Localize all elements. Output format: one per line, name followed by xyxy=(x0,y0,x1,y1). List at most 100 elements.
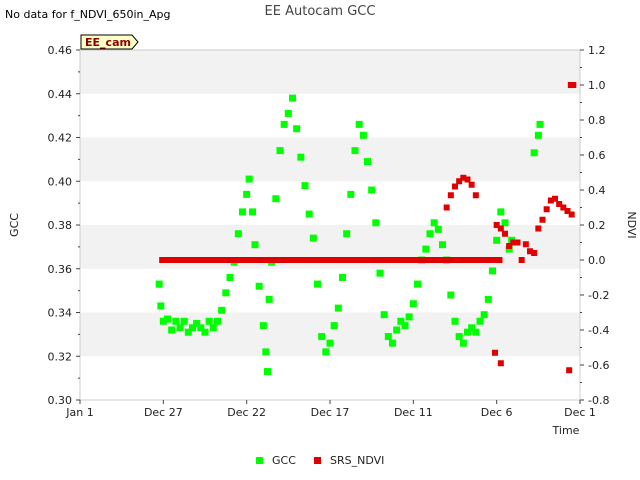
x-tick-label: Dec 22 xyxy=(227,406,266,419)
gcc-point xyxy=(251,241,259,249)
ndvi-point xyxy=(464,176,471,183)
gcc-point xyxy=(314,280,321,288)
gcc-point xyxy=(484,295,492,303)
gcc-point xyxy=(376,269,384,277)
gcc-point xyxy=(414,280,421,288)
gcc-point xyxy=(534,131,542,139)
gcc-point xyxy=(176,324,184,332)
gcc-point xyxy=(189,324,196,332)
ndvi-point xyxy=(522,241,529,248)
ndvi-point xyxy=(443,204,450,211)
gcc-point xyxy=(280,120,288,128)
y2-tick-label: -0.4 xyxy=(588,324,609,337)
grid-band xyxy=(80,137,580,182)
gcc-point xyxy=(493,236,501,244)
ndvi-point xyxy=(472,192,479,199)
gcc-point xyxy=(164,315,171,323)
gcc-point xyxy=(262,348,270,356)
gcc-point xyxy=(309,234,317,242)
gcc-point xyxy=(209,324,217,332)
grid-band xyxy=(80,50,580,94)
gcc-point xyxy=(249,208,256,216)
y2-axis-ticks: -0.8 -0.6 -0.4 -0.2 0.0 0.2 0.4 0.6 0.8 1.0 1.2 xyxy=(580,44,609,407)
y2-tick-label: -0.6 xyxy=(588,359,609,372)
x-tick-label: Jan 1 xyxy=(65,406,93,419)
badge-shape xyxy=(80,34,139,50)
legend-label-gcc: GCC xyxy=(272,454,296,467)
gcc-point xyxy=(530,149,538,157)
ndvi-point xyxy=(492,349,498,356)
gcc-point xyxy=(536,120,544,128)
gcc-point xyxy=(155,280,163,288)
gcc-point xyxy=(368,186,376,194)
gcc-point xyxy=(330,322,338,330)
nodata-note: No data for f_NDVI_650in_Apg xyxy=(5,8,171,21)
ndvi-point xyxy=(566,367,573,374)
gcc-point xyxy=(157,302,165,310)
gcc-point xyxy=(159,317,167,325)
gcc-point xyxy=(265,295,273,303)
gcc-point xyxy=(205,317,213,325)
gcc-point xyxy=(480,311,488,319)
gcc-point xyxy=(459,339,467,347)
y-tick-label: 0.34 xyxy=(48,307,73,320)
gcc-point xyxy=(243,190,251,198)
ndvi-point xyxy=(452,183,458,190)
grid-bands xyxy=(80,50,580,357)
ndvi-point xyxy=(535,225,542,232)
ndvi-point xyxy=(527,248,533,255)
y2-tick-label: -0.8 xyxy=(588,394,609,407)
ndvi-point xyxy=(497,225,504,232)
y2-tick-label: 0.2 xyxy=(588,219,606,232)
ndvi-point xyxy=(564,208,571,214)
legend-label-ndvi: SRS_NDVI xyxy=(330,454,384,467)
ndvi-point xyxy=(547,197,554,204)
gcc-point xyxy=(264,368,271,376)
y2-tick-label: 0.4 xyxy=(588,184,606,197)
gcc-point xyxy=(343,230,351,238)
gcc-point xyxy=(447,291,455,299)
ndvi-point xyxy=(506,243,513,249)
ndvi-point xyxy=(493,222,500,228)
y-tick-label: 0.30 xyxy=(48,394,73,407)
x-tick-label: Dec 27 xyxy=(144,406,183,419)
gcc-point xyxy=(245,175,253,183)
y2-tick-label: 0.0 xyxy=(588,254,606,267)
gcc-point xyxy=(439,241,446,249)
gcc-point xyxy=(284,109,292,117)
ndvi-point xyxy=(518,257,525,263)
x-tick-label: Dec 17 xyxy=(311,406,350,419)
gcc-point xyxy=(180,317,188,325)
y-tick-label: 0.44 xyxy=(48,88,73,101)
gcc-point xyxy=(293,125,301,133)
gcc-point xyxy=(226,274,234,281)
gcc-point xyxy=(472,328,480,336)
ndvi-point xyxy=(468,181,475,188)
ndvi-point xyxy=(514,239,521,246)
y-tick-label: 0.32 xyxy=(48,350,73,363)
y-tick-label: 0.38 xyxy=(48,219,73,232)
legend-swatch-gcc xyxy=(256,457,263,464)
gcc-point xyxy=(455,333,463,341)
gcc-point xyxy=(339,274,346,281)
gcc-point xyxy=(172,317,180,325)
ndvi-point xyxy=(531,250,538,256)
y-tick-label: 0.42 xyxy=(48,132,73,145)
gcc-point xyxy=(380,311,388,319)
gcc-point xyxy=(401,322,409,330)
gcc-point xyxy=(197,324,205,332)
gcc-point xyxy=(468,324,476,332)
ee-cam-badge: EE_cam xyxy=(80,34,139,50)
gcc-point xyxy=(451,317,459,325)
gcc-point xyxy=(397,317,405,325)
gcc-point xyxy=(351,147,359,155)
gcc-point xyxy=(201,328,209,336)
gcc-point xyxy=(364,158,371,166)
gcc-point xyxy=(384,333,392,341)
ndvi-point xyxy=(510,239,517,246)
gcc-point xyxy=(409,300,417,308)
gcc-point xyxy=(297,153,305,161)
x-axis-label: Time xyxy=(552,424,580,437)
gcc-point xyxy=(359,131,367,139)
gcc-point xyxy=(168,326,176,334)
